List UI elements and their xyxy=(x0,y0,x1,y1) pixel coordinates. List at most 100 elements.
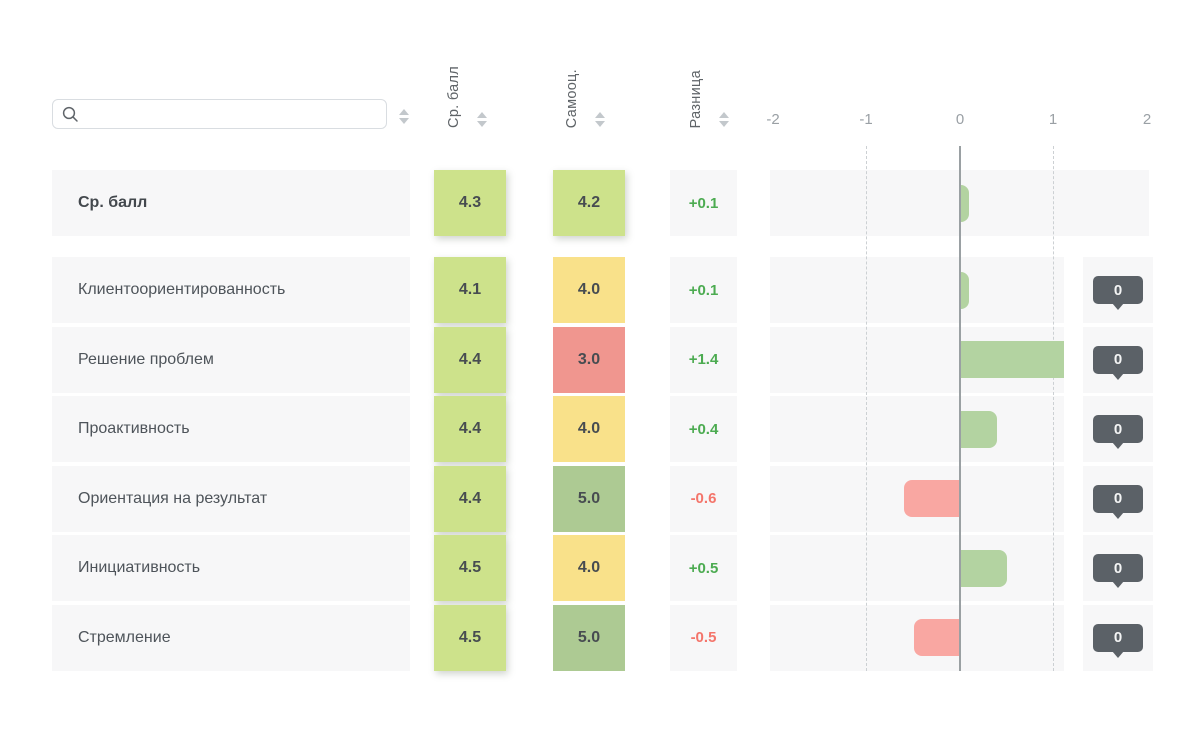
row-label: Стремление xyxy=(78,628,171,646)
diff-cell: +0.1 xyxy=(670,170,737,236)
comments-cell: 0 xyxy=(1083,604,1153,671)
avg-score-cell: 4.5 xyxy=(434,535,506,601)
axis-tick: 1 xyxy=(1048,111,1058,128)
diff-bar xyxy=(960,341,1064,378)
sort-up-icon xyxy=(477,112,487,118)
gridline-minus-1 xyxy=(866,146,867,671)
row-label-cell[interactable]: Стремление xyxy=(52,604,410,671)
comment-count: 0 xyxy=(1113,629,1123,646)
row-label: Решение проблем xyxy=(78,350,214,368)
comments-cell: 0 xyxy=(1083,535,1153,601)
row-label-cell[interactable]: Ср. балл xyxy=(52,170,410,236)
avg-score-cell: 4.4 xyxy=(434,396,506,462)
comment-count: 0 xyxy=(1113,281,1123,299)
self-score-cell: 5.0 xyxy=(553,604,625,671)
axis-tick: -1 xyxy=(859,111,873,128)
sort-up-icon xyxy=(399,109,409,115)
diff-bar xyxy=(960,184,970,222)
avg-score-cell: 4.5 xyxy=(434,604,506,671)
row-label: Ориентация на результат xyxy=(78,489,268,507)
diff-bar xyxy=(960,549,1007,587)
diff-cell: -0.6 xyxy=(670,465,737,532)
sort-control-avg[interactable] xyxy=(477,112,487,127)
comment-count: 0 xyxy=(1113,420,1123,438)
diff-bar xyxy=(960,410,998,448)
row-label: Проактивность xyxy=(78,420,190,437)
axis-tick: 0 xyxy=(955,111,965,128)
row-label-cell[interactable]: Ориентация на результат xyxy=(52,465,410,532)
row-label-cell[interactable]: Клиентоориентированность xyxy=(52,257,410,323)
sort-control-diff[interactable] xyxy=(719,112,729,127)
row-label-cell[interactable]: Проактивность xyxy=(52,396,410,462)
sort-down-icon xyxy=(399,118,409,124)
comments-cell: 0 xyxy=(1083,465,1153,532)
comment-count: 0 xyxy=(1113,351,1123,368)
avg-score-cell: 4.4 xyxy=(434,465,506,532)
gridline-plus-1 xyxy=(1053,146,1054,671)
gridline-zero xyxy=(959,146,961,671)
comment-badge[interactable]: 0 xyxy=(1093,623,1143,652)
diff-bar xyxy=(913,619,960,656)
table-row: Инициативность 4.5 4.0 +0.5 0 xyxy=(0,535,1200,601)
comment-count: 0 xyxy=(1113,490,1123,507)
comments-cell: 0 xyxy=(1083,326,1153,393)
column-header-self[interactable]: Самооц. xyxy=(564,68,580,128)
diff-cell: +1.4 xyxy=(670,326,737,393)
comment-count: 0 xyxy=(1113,559,1123,577)
table-row: Проактивность 4.4 4.0 +0.4 0 xyxy=(0,396,1200,462)
self-score-cell: 4.0 xyxy=(553,257,625,323)
avg-score-cell: 4.3 xyxy=(434,170,506,236)
comment-badge[interactable]: 0 xyxy=(1093,276,1143,304)
search-icon xyxy=(61,105,80,124)
table-row: Стремление 4.5 5.0 -0.5 0 xyxy=(0,604,1200,671)
row-label-cell[interactable]: Решение проблем xyxy=(52,326,410,393)
diff-cell: +0.4 xyxy=(670,396,737,462)
sort-down-icon xyxy=(719,121,729,127)
self-score-cell: 3.0 xyxy=(553,326,625,393)
comment-badge[interactable]: 0 xyxy=(1093,554,1143,582)
bar-strip xyxy=(770,465,1064,532)
sort-down-icon xyxy=(477,121,487,127)
row-label: Клиентоориентированность xyxy=(78,281,286,298)
bar-strip xyxy=(770,326,1064,393)
table-row: Решение проблем 4.4 3.0 +1.4 0 xyxy=(0,326,1200,393)
comments-cell: 0 xyxy=(1083,257,1153,323)
table-body: Ср. балл 4.3 4.2 +0.1 Клиентоориентирова… xyxy=(0,170,1200,674)
sort-down-icon xyxy=(595,121,605,127)
comments-cell: 0 xyxy=(1083,396,1153,462)
bar-strip xyxy=(770,396,1064,462)
diff-cell: +0.1 xyxy=(670,257,737,323)
table-row: Клиентоориентированность 4.1 4.0 +0.1 0 xyxy=(0,257,1200,323)
search-box xyxy=(52,99,387,129)
bar-strip xyxy=(770,535,1064,601)
row-label: Инициативность xyxy=(78,559,201,576)
column-header-avg[interactable]: Ср. балл xyxy=(446,66,462,128)
search-input[interactable] xyxy=(80,105,378,123)
sort-control-name[interactable] xyxy=(399,109,409,124)
bar-strip xyxy=(770,604,1064,671)
diff-bar xyxy=(904,480,960,517)
row-label: Ср. балл xyxy=(78,194,148,211)
comment-badge[interactable]: 0 xyxy=(1093,484,1143,513)
axis-tick: -2 xyxy=(766,111,780,128)
comment-badge[interactable]: 0 xyxy=(1093,415,1143,443)
row-label-cell[interactable]: Инициативность xyxy=(52,535,410,601)
sort-control-self[interactable] xyxy=(595,112,605,127)
diff-bar xyxy=(960,271,970,309)
column-header-diff[interactable]: Разница xyxy=(688,69,704,128)
table-row: Ориентация на результат 4.4 5.0 -0.6 0 xyxy=(0,465,1200,532)
self-score-cell: 4.0 xyxy=(553,396,625,462)
diff-cell: +0.5 xyxy=(670,535,737,601)
sort-up-icon xyxy=(595,112,605,118)
comment-badge[interactable]: 0 xyxy=(1093,345,1143,374)
self-score-cell: 5.0 xyxy=(553,465,625,532)
avg-score-cell: 4.1 xyxy=(434,257,506,323)
diff-cell: -0.5 xyxy=(670,604,737,671)
avg-score-cell: 4.4 xyxy=(434,326,506,393)
self-score-cell: 4.0 xyxy=(553,535,625,601)
axis-tick: 2 xyxy=(1142,111,1152,128)
sort-up-icon xyxy=(719,112,729,118)
bar-strip xyxy=(770,257,1064,323)
table-row: Ср. балл 4.3 4.2 +0.1 xyxy=(0,170,1200,236)
